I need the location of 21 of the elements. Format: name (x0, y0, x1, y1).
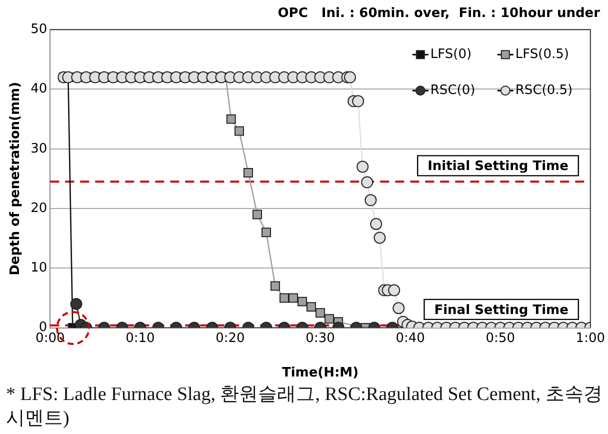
legend-label: RSC(0) (430, 82, 476, 98)
y-tick-label: 20 (30, 200, 48, 216)
x-tick-label: 0:50 (486, 330, 515, 346)
ref-line-label: Final Setting Time (434, 302, 569, 318)
text: * LFS: Ladle Furnace Slag, 환원슬래그, RSC:Ragulated Set Cement, 초속경 시멘트) (6, 383, 604, 431)
x-tick-label: 1:00 (576, 330, 606, 346)
ref-line-label: Initial Setting Time (428, 159, 569, 174)
y-tick-label: 30 (30, 141, 48, 156)
x-tick-label: 0:30 (306, 330, 335, 346)
x-axis-title: Time(H:M) (282, 366, 359, 381)
x-tick-label: 0:10 (126, 330, 155, 346)
y-tick-label: 10 (30, 260, 48, 276)
legend-label: RSC(0.5) (515, 82, 573, 98)
chart-title: OPC Ini. : 60min. over, Fin. : 10hour under (278, 6, 601, 22)
x-tick-label: 0:20 (216, 330, 245, 346)
y-tick-label: 40 (30, 82, 48, 97)
x-tick-label: 0:40 (396, 330, 425, 346)
legend-label: LFS(0.5) (515, 46, 569, 62)
legend-label: LFS(0) (430, 46, 472, 62)
y-axis-title: Depth of penetration(mm) (8, 82, 24, 276)
y-tick-label: 50 (30, 22, 48, 37)
